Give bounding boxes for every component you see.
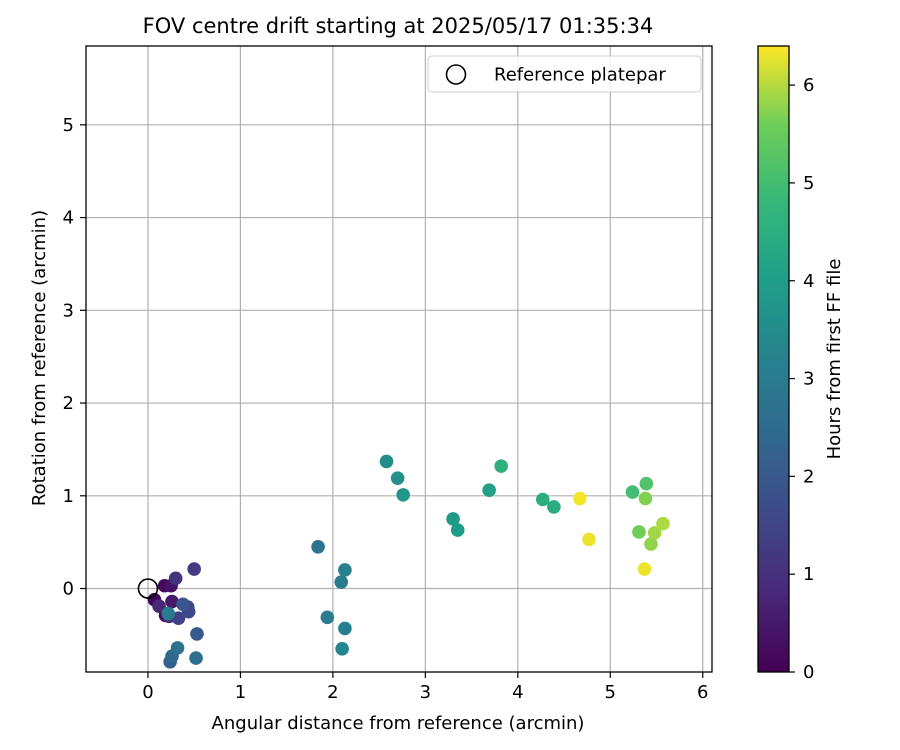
data-point — [450, 523, 465, 537]
data-point — [446, 512, 460, 526]
data-point — [396, 488, 410, 502]
x-tick-label: 4 — [512, 682, 523, 703]
data-point — [176, 597, 190, 612]
data-point — [187, 562, 201, 576]
reference-platepar-marker — [137, 578, 159, 599]
data-point — [572, 491, 587, 506]
data-point — [625, 485, 640, 499]
x-tick-label: 6 — [697, 682, 708, 703]
data-point — [161, 606, 176, 621]
colorbar-tick-label: 4 — [803, 271, 814, 292]
data-point — [639, 476, 654, 491]
x-tick-label: 5 — [605, 682, 616, 703]
data-point — [171, 611, 186, 626]
plot-area: 0 1 2 3 4 5 6 0 1 2 3 4 5 — [63, 45, 713, 703]
data-point — [334, 575, 349, 589]
data-point — [311, 540, 325, 554]
x-axis-label: Angular distance from reference (arcmin) — [212, 713, 585, 734]
data-point — [494, 459, 508, 473]
y-tick-label: 5 — [63, 115, 74, 136]
x-tick-label: 2 — [327, 682, 338, 703]
data-point — [152, 599, 166, 613]
y-tick-label: 2 — [63, 393, 74, 414]
colorbar-label: Hours from first FF file — [824, 259, 845, 460]
data-point — [170, 641, 185, 655]
colorbar-tick-label: 0 — [803, 662, 814, 683]
data-point — [338, 621, 352, 636]
x-axis-ticks: 0 1 2 3 4 5 6 — [142, 672, 708, 703]
y-axis-label: Rotation from reference (arcmin) — [29, 210, 50, 506]
colorbar: 0 1 2 3 4 5 6 Hours from first FF file — [757, 45, 845, 683]
plot-frame — [85, 45, 713, 673]
data-point — [390, 471, 405, 485]
y-tick-label: 4 — [63, 208, 74, 229]
data-point — [168, 571, 183, 586]
chart-title: FOV centre drift starting at 2025/05/17 … — [143, 14, 654, 38]
y-axis-ticks: 0 1 2 3 4 5 — [63, 115, 86, 600]
data-point — [338, 563, 352, 577]
colorbar-tick-label: 6 — [803, 75, 814, 96]
data-point — [379, 454, 394, 469]
data-point — [638, 491, 653, 506]
x-tick-label: 1 — [235, 682, 246, 703]
data-point — [656, 516, 670, 531]
data-point — [535, 492, 550, 507]
colorbar-ticks: 0 1 2 3 4 5 6 — [789, 75, 814, 683]
legend-entry-label: Reference platepar — [494, 65, 666, 86]
grid — [86, 46, 712, 672]
y-tick-label: 0 — [63, 579, 74, 600]
data-point — [190, 627, 204, 641]
x-tick-label: 3 — [420, 682, 431, 703]
y-tick-label: 3 — [63, 300, 74, 321]
colorbar-tick-label: 3 — [803, 369, 814, 390]
data-point — [320, 610, 335, 625]
data-point — [644, 537, 658, 551]
x-tick-label: 0 — [142, 682, 153, 703]
data-point — [547, 500, 561, 514]
legend-box — [427, 55, 702, 93]
colorbar-tick-label: 5 — [803, 173, 814, 194]
data-point — [165, 594, 179, 609]
colorbar-frame — [757, 45, 790, 673]
legend-marker — [445, 64, 467, 85]
data-point — [647, 526, 662, 540]
colorbar-gradient — [758, 46, 789, 672]
y-tick-label: 1 — [63, 486, 74, 507]
legend: Reference platepar — [427, 55, 702, 93]
data-point — [637, 562, 652, 576]
data-point — [189, 651, 203, 665]
colorbar-tick-label: 1 — [803, 564, 814, 585]
data-point — [335, 642, 349, 656]
colorbar-tick-label: 2 — [803, 466, 814, 487]
data-point — [582, 532, 596, 547]
data-point — [632, 525, 646, 539]
data-point — [482, 483, 496, 498]
data-points — [147, 454, 670, 669]
